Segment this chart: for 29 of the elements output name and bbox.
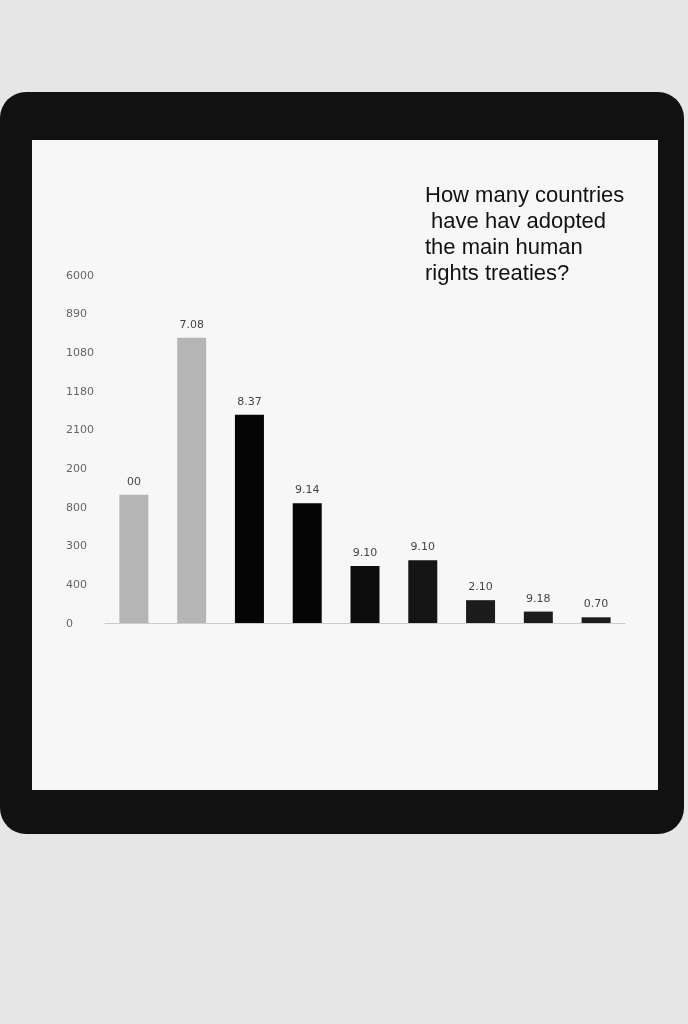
- text: 300: [66, 539, 87, 553]
- bar: [408, 560, 438, 623]
- bar: [234, 414, 264, 623]
- bar: [581, 617, 611, 623]
- bar: [119, 494, 149, 623]
- text: 800: [66, 500, 87, 514]
- text: 200: [66, 461, 87, 475]
- annotation: 9.18: [526, 591, 551, 605]
- bar: [466, 600, 496, 623]
- text: 7.08: [179, 317, 204, 331]
- annotation: 0.70: [583, 597, 609, 611]
- text: 0: [66, 616, 73, 630]
- text: 1080: [66, 345, 94, 359]
- bar: [350, 565, 380, 623]
- text: 2100: [66, 423, 94, 437]
- bar: [523, 611, 553, 623]
- bar: [292, 503, 322, 623]
- text: 400: [66, 577, 87, 591]
- annotation: 9.10: [352, 545, 378, 559]
- annotation: 2.10: [468, 580, 493, 594]
- annotation: 9.10: [410, 540, 436, 554]
- annotation: 9.14: [294, 483, 320, 497]
- text: 1180: [66, 384, 94, 398]
- annotation: 8.37: [237, 394, 262, 408]
- text: 6000: [66, 268, 94, 282]
- bar: [177, 337, 207, 623]
- chart-title: How many countries have hav adopted the main human rights treaties?: [425, 181, 625, 285]
- annotation: 00: [126, 474, 141, 488]
- text: 890: [66, 307, 87, 321]
